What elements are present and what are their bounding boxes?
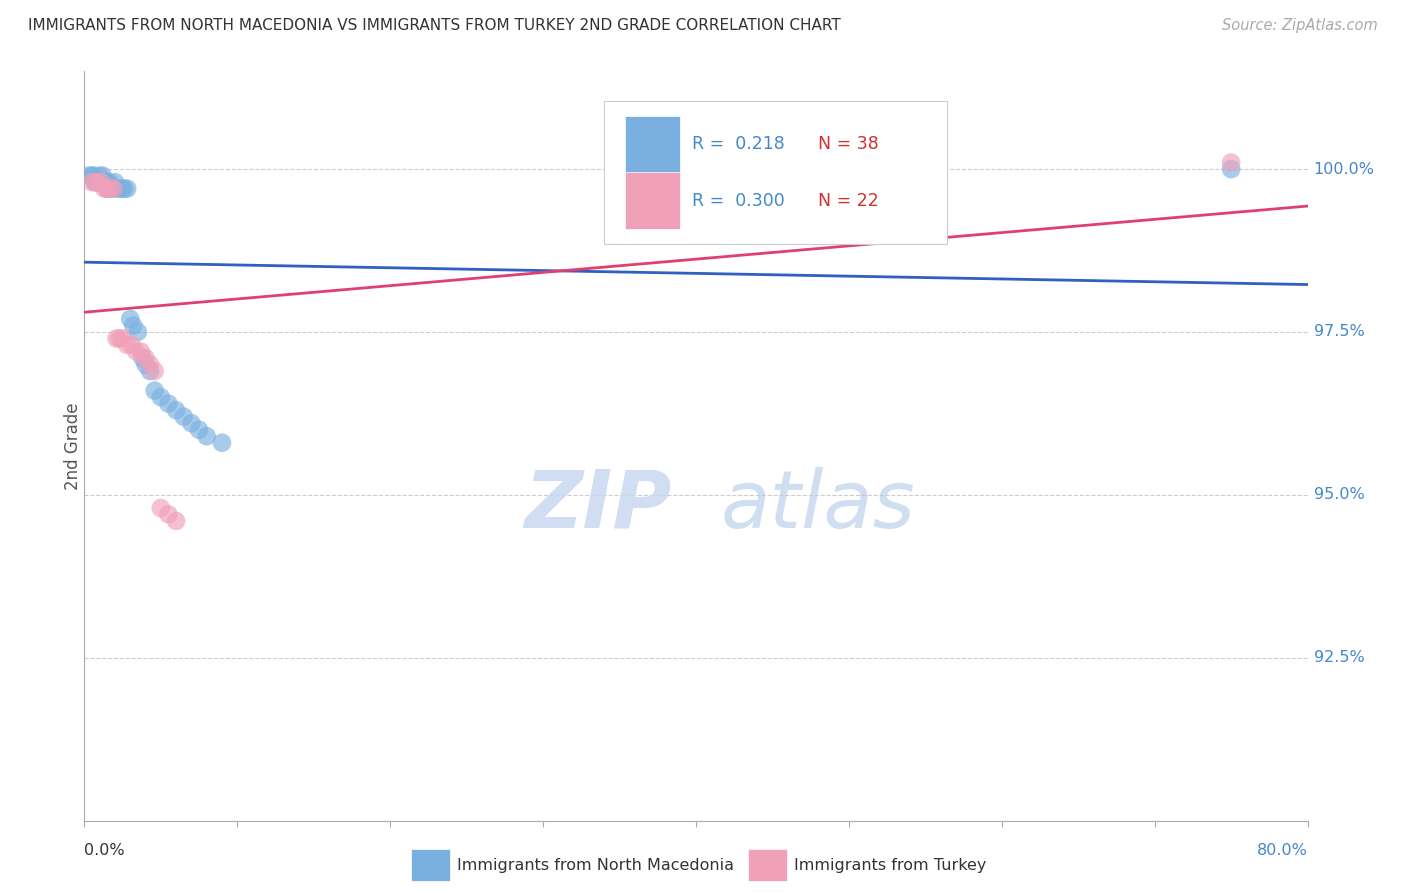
- Point: [98, 181, 121, 195]
- Point: [83, 169, 105, 183]
- Point: [157, 397, 180, 411]
- Point: [131, 351, 153, 365]
- Point: [139, 358, 162, 372]
- Point: [105, 181, 128, 195]
- Point: [157, 508, 180, 522]
- Point: [135, 358, 157, 372]
- Point: [108, 181, 131, 195]
- Point: [135, 351, 157, 365]
- Text: IMMIGRANTS FROM NORTH MACEDONIA VS IMMIGRANTS FROM TURKEY 2ND GRADE CORRELATION : IMMIGRANTS FROM NORTH MACEDONIA VS IMMIG…: [28, 18, 841, 33]
- Point: [129, 344, 152, 359]
- Point: [91, 169, 114, 183]
- Point: [80, 169, 103, 183]
- FancyBboxPatch shape: [605, 102, 946, 244]
- Text: N = 22: N = 22: [818, 192, 879, 210]
- Point: [1220, 162, 1243, 177]
- Point: [149, 390, 172, 404]
- Point: [96, 175, 118, 189]
- Point: [211, 435, 233, 450]
- Point: [94, 175, 117, 189]
- Text: ZIP: ZIP: [524, 467, 672, 545]
- Point: [90, 175, 112, 189]
- Point: [122, 318, 145, 333]
- Point: [165, 403, 187, 417]
- Point: [86, 175, 108, 189]
- Point: [105, 331, 128, 345]
- Point: [188, 423, 211, 437]
- Point: [96, 181, 118, 195]
- Point: [97, 175, 120, 189]
- Point: [80, 175, 103, 189]
- Point: [115, 338, 138, 352]
- FancyBboxPatch shape: [626, 172, 681, 228]
- Point: [87, 175, 110, 189]
- Point: [104, 175, 127, 189]
- Point: [121, 338, 143, 352]
- Point: [111, 181, 134, 195]
- Point: [101, 181, 124, 195]
- Point: [84, 175, 107, 189]
- Point: [103, 181, 125, 195]
- Point: [115, 181, 138, 195]
- Text: R =  0.300: R = 0.300: [692, 192, 785, 210]
- Point: [125, 344, 148, 359]
- Point: [143, 364, 166, 378]
- Point: [87, 175, 110, 189]
- Point: [173, 409, 195, 424]
- Point: [111, 331, 134, 345]
- Point: [139, 364, 162, 378]
- Text: R =  0.218: R = 0.218: [692, 136, 785, 153]
- Text: 80.0%: 80.0%: [1257, 843, 1308, 858]
- Text: 100.0%: 100.0%: [1313, 161, 1375, 177]
- Point: [93, 175, 115, 189]
- FancyBboxPatch shape: [626, 116, 681, 172]
- Point: [98, 181, 121, 195]
- Point: [96, 181, 118, 195]
- Point: [195, 429, 218, 443]
- Text: Immigrants from Turkey: Immigrants from Turkey: [794, 858, 987, 872]
- Point: [120, 312, 142, 326]
- Point: [127, 325, 149, 339]
- Point: [77, 169, 100, 183]
- Y-axis label: 2nd Grade: 2nd Grade: [65, 402, 82, 490]
- Text: Source: ZipAtlas.com: Source: ZipAtlas.com: [1222, 18, 1378, 33]
- Point: [143, 384, 166, 398]
- Point: [108, 331, 131, 345]
- Point: [180, 416, 202, 430]
- Point: [112, 181, 135, 195]
- Text: N = 38: N = 38: [818, 136, 879, 153]
- Text: 0.0%: 0.0%: [84, 843, 125, 858]
- Text: 95.0%: 95.0%: [1313, 487, 1364, 502]
- Point: [165, 514, 187, 528]
- Text: atlas: atlas: [720, 467, 915, 545]
- Text: Immigrants from North Macedonia: Immigrants from North Macedonia: [457, 858, 734, 872]
- Point: [149, 500, 172, 515]
- Text: 92.5%: 92.5%: [1313, 650, 1364, 665]
- Text: 97.5%: 97.5%: [1313, 325, 1364, 340]
- Point: [90, 175, 112, 189]
- Point: [89, 169, 111, 183]
- Point: [84, 175, 107, 189]
- Point: [1220, 155, 1243, 169]
- Point: [93, 181, 115, 195]
